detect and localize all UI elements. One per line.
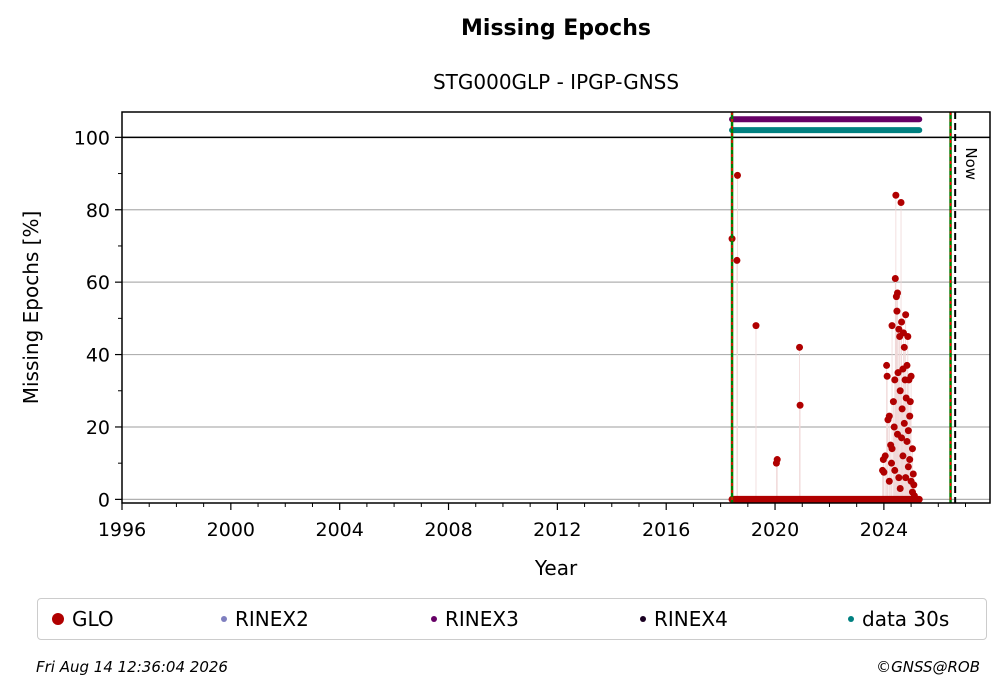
plot-frame <box>121 111 991 504</box>
legend-label-rinex3: RINEX3 <box>445 607 519 631</box>
glo-point <box>894 369 902 377</box>
glo-point <box>900 343 908 351</box>
glo-point <box>891 466 899 474</box>
y-tick-label: 80 <box>86 200 110 222</box>
glo-point <box>897 199 905 207</box>
now-label: Now <box>962 147 980 180</box>
footer-credit: ©GNSS@ROB <box>876 658 980 676</box>
legend-item-rinex2: RINEX2 <box>221 607 309 631</box>
glo-point <box>903 437 911 445</box>
glo-point <box>883 372 891 380</box>
legend-label-glo: GLO <box>72 607 114 631</box>
glo-point <box>907 477 915 485</box>
glo-point <box>885 412 893 420</box>
x-tick-label: 2000 <box>207 519 255 541</box>
legend-item-rinex4: RINEX4 <box>640 607 728 631</box>
legend-marker-data-30s <box>848 616 854 622</box>
glo-point <box>895 474 903 482</box>
chart-subtitle: STG000GLP - IPGP-GNSS <box>432 70 680 94</box>
glo-point <box>890 423 898 431</box>
glo-point <box>898 318 906 326</box>
legend-label-rinex2: RINEX2 <box>235 607 309 631</box>
glo-point <box>891 376 899 384</box>
glo-point <box>887 459 895 467</box>
glo-point <box>906 398 914 406</box>
y-axis-label: Missing Epochs [%] <box>19 211 43 405</box>
x-tick-label: 2004 <box>316 519 364 541</box>
glo-point <box>908 445 916 453</box>
glo-point <box>891 275 899 283</box>
glo-point <box>880 468 888 476</box>
glo-point <box>904 332 912 340</box>
glo-point <box>898 434 906 442</box>
glo-point <box>899 452 907 460</box>
glo-point <box>908 488 916 496</box>
y-tick-label: 20 <box>86 417 110 439</box>
glo-point <box>733 256 741 264</box>
x-tick-label: 2016 <box>642 519 690 541</box>
glo-point <box>752 322 760 330</box>
glo-point <box>889 398 897 406</box>
glo-point <box>892 191 900 199</box>
glo-point <box>893 307 901 315</box>
y-tick-label: 0 <box>98 489 110 511</box>
y-tick-label: 100 <box>74 127 110 149</box>
glo-point <box>796 401 804 409</box>
legend-marker-rinex4 <box>640 616 646 622</box>
glo-point <box>909 470 917 478</box>
glo-point <box>885 477 893 485</box>
legend-label-rinex4: RINEX4 <box>654 607 728 631</box>
legend-marker-rinex2 <box>221 616 227 622</box>
legend-item-data-30s: data 30s <box>848 607 949 631</box>
glo-point <box>796 343 804 351</box>
x-tick-label: 1996 <box>98 519 146 541</box>
x-tick-label: 2012 <box>533 519 581 541</box>
glo-point <box>907 372 915 380</box>
x-tick-label: 2008 <box>424 519 472 541</box>
glo-point <box>773 456 781 464</box>
y-tick-label: 60 <box>86 272 110 294</box>
glo-point <box>888 445 896 453</box>
glo-point <box>903 361 911 369</box>
legend: GLO RINEX2 RINEX3 RINEX4 data 30s <box>37 598 987 640</box>
glo-point <box>898 405 906 413</box>
glo-point <box>904 463 912 471</box>
legend-marker-glo <box>52 613 64 625</box>
glo-point <box>888 322 896 330</box>
glo-point <box>896 387 904 395</box>
glo-point <box>902 474 910 482</box>
glo-point <box>733 171 741 179</box>
y-tick-label: 40 <box>86 345 110 367</box>
glo-point <box>906 456 914 464</box>
glo-point <box>881 452 889 460</box>
legend-item-glo: GLO <box>52 607 114 631</box>
glo-point <box>900 419 908 427</box>
x-tick-label: 2024 <box>860 519 908 541</box>
glo-point <box>906 412 914 420</box>
glo-point <box>883 361 891 369</box>
glo-point <box>902 311 910 319</box>
legend-label-data-30s: data 30s <box>862 607 950 631</box>
glo-point <box>904 427 912 435</box>
chart-title: Missing Epochs <box>461 16 651 41</box>
x-tick-label: 2020 <box>751 519 799 541</box>
glo-point <box>893 289 901 297</box>
legend-marker-rinex3 <box>431 616 437 622</box>
footer-timestamp: Fri Aug 14 12:36:04 2026 <box>36 658 228 676</box>
x-axis-label: Year <box>534 556 578 580</box>
glo-point <box>896 485 904 493</box>
legend-item-rinex3: RINEX3 <box>431 607 519 631</box>
